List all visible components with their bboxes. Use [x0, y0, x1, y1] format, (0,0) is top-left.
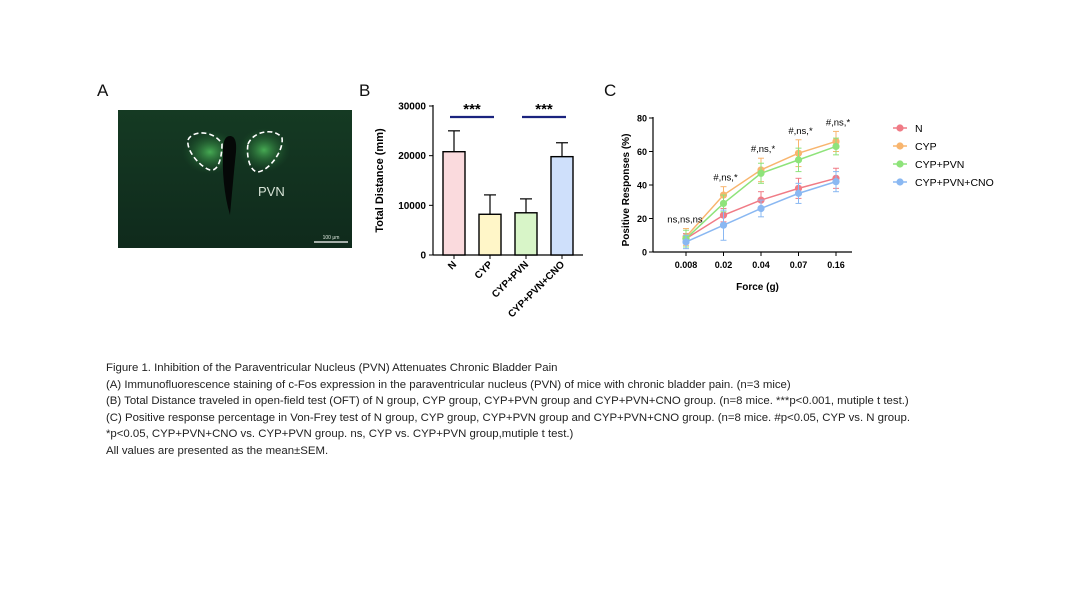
- pvn-outline-right: [246, 131, 283, 173]
- panel-letter-a: A: [97, 81, 109, 100]
- y-axis-title: Total Distance (mm): [374, 128, 386, 233]
- x-tick-label: 0.008: [675, 260, 698, 270]
- x-tick-label: CYP: [473, 259, 496, 282]
- legend-marker-cyp: [896, 142, 904, 150]
- y-tick-label: 80: [637, 114, 647, 124]
- legend-marker-n: [896, 124, 904, 132]
- data-point-cyp-pvn-cno: [794, 189, 803, 197]
- pvn-outline-left: [187, 132, 223, 171]
- caption-line-b: (B) Total Distance traveled in open-fiel…: [106, 395, 909, 408]
- legend-label-cyp-pvn-cno: CYP+PVN+CNO: [915, 177, 994, 189]
- significance-label: ***: [535, 101, 553, 118]
- caption-line-values: All values are presented as the mean±SEM…: [106, 444, 329, 457]
- significance-annotation: ns,ns,ns: [667, 215, 703, 226]
- legend-label-cyp-pvn: CYP+PVN: [915, 159, 964, 171]
- data-point-cyp-pvn: [832, 142, 840, 151]
- line-chart-positive-responses: 0 20 40 60 80 Positive Responses (%) 0.008 0.02…: [621, 114, 994, 294]
- bar-cyp-pvn-cno: [550, 155, 574, 256]
- bar-n: [442, 150, 466, 256]
- data-point-cyp-pvn: [794, 156, 803, 164]
- significance-annotation: #,ns,*: [788, 126, 813, 137]
- data-point-cyp-pvn-cno: [757, 204, 765, 213]
- significance-annotation: #,ns,*: [826, 117, 851, 128]
- x-tick-label: 0.04: [752, 260, 770, 270]
- pvn-label: PVN: [258, 184, 285, 199]
- x-tick-label: 0.02: [715, 260, 733, 270]
- legend-label-cyp: CYP: [915, 141, 937, 153]
- data-point-cyp-pvn-cno: [832, 178, 840, 186]
- data-point-cyp-pvn: [719, 199, 728, 208]
- data-point-cyp-pvn-cno: [719, 221, 728, 229]
- x-axis-title: Force (g): [736, 282, 779, 293]
- series-cyp-pvn: [682, 137, 840, 248]
- y-tick-label: 10000: [398, 201, 426, 212]
- significance-annotation: #,ns,*: [713, 173, 738, 184]
- legend-marker-cyp-pvn-cno: [896, 178, 904, 186]
- y-tick-label: 20000: [398, 151, 426, 162]
- scale-bar-label: 100 μm: [323, 235, 340, 241]
- bar-cyp: [478, 213, 502, 256]
- data-point-cyp-pvn-cno: [682, 238, 690, 246]
- x-tick-label: 0.07: [790, 260, 808, 270]
- caption-line-c-continued: *p<0.05, CYP+PVN+CNO vs. CYP+PVN group. …: [106, 428, 574, 441]
- y-axis-title: Positive Responses (%): [621, 134, 632, 247]
- bar-cyp-pvn: [514, 212, 538, 256]
- y-tick-label: 40: [637, 181, 647, 191]
- legend-label-n: N: [915, 123, 923, 135]
- micrograph-image: 100 μm PVN: [118, 110, 352, 248]
- series-cyp-pvn-cno: [682, 171, 840, 250]
- panel-letter-b: B: [359, 81, 371, 100]
- significance-annotation: #,ns,*: [751, 144, 776, 155]
- significance-label: ***: [463, 101, 481, 118]
- caption-line-a: (A) Immunofluorescence staining of c-Fos…: [106, 378, 791, 391]
- y-tick-label: 0: [420, 251, 426, 262]
- figure-caption: Figure 1. Inhibition of the Paraventricu…: [106, 360, 1006, 460]
- legend-marker-cyp-pvn: [896, 160, 904, 168]
- y-tick-label: 60: [637, 147, 647, 157]
- ventricle-shape: [222, 136, 237, 215]
- y-tick-label: 0: [642, 248, 647, 258]
- data-point-cyp-pvn: [757, 169, 765, 177]
- y-tick-label: 30000: [398, 102, 426, 113]
- micrograph-drawing: 100 μm PVN: [118, 110, 352, 248]
- panel-letter-c: C: [604, 81, 617, 100]
- x-tick-label: 0.16: [827, 260, 845, 270]
- caption-line-c: (C) Positive response percentage in Von-…: [106, 411, 910, 424]
- caption-title: Figure 1. Inhibition of the Paraventricu…: [106, 362, 558, 374]
- x-tick-label: N: [446, 259, 459, 272]
- y-tick-label: 20: [637, 214, 647, 224]
